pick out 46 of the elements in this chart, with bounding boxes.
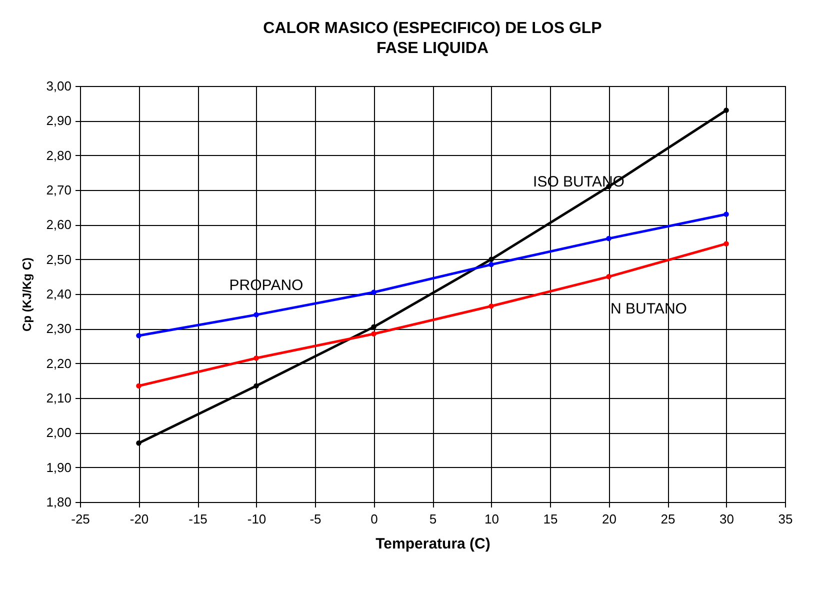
x-tick-label: 20 xyxy=(602,512,616,526)
point xyxy=(488,303,494,309)
x-tick-label: -25 xyxy=(71,512,90,526)
point xyxy=(606,274,612,280)
y-tick-label: 2,90 xyxy=(46,113,72,128)
y-tick-label: 2,20 xyxy=(46,356,72,371)
chart-title: CALOR MASICO (ESPECIFICO) DE LOS GLP xyxy=(263,20,602,37)
point xyxy=(136,332,142,338)
point xyxy=(724,212,729,217)
point xyxy=(606,236,612,242)
y-tick-label: 2,00 xyxy=(46,425,72,440)
y-tick-label: 1,80 xyxy=(46,494,72,510)
y-tick-label: 3,00 xyxy=(46,78,72,94)
y-tick-label: 2,30 xyxy=(46,321,72,336)
chart-subtitle: FASE LIQUIDA xyxy=(376,40,489,57)
point xyxy=(254,355,259,361)
y-tick-label: 2,50 xyxy=(46,252,72,267)
y-tick-label: 2,60 xyxy=(46,217,72,232)
point xyxy=(254,312,259,318)
x-tick-label: 5 xyxy=(429,512,437,526)
x-tick-label: 25 xyxy=(660,512,676,526)
x-axis-title: Temperatura (C) xyxy=(376,536,490,552)
y-tick-label: 2,70 xyxy=(46,182,72,198)
x-tick-label: -15 xyxy=(188,512,208,526)
y-tick-label: 2,10 xyxy=(46,390,72,406)
point xyxy=(254,383,259,389)
y-tick-label: 2,40 xyxy=(46,286,72,302)
x-tick-label: 10 xyxy=(484,512,499,526)
y-tick-label: 2,80 xyxy=(46,148,72,163)
point xyxy=(371,290,376,295)
point xyxy=(136,440,142,446)
point xyxy=(724,241,729,246)
y-axis-title: Cp (KJ/Kg C) xyxy=(20,258,34,332)
point xyxy=(371,331,376,337)
x-tick-label: -5 xyxy=(310,512,322,526)
x-tick-label: 15 xyxy=(543,512,558,526)
point xyxy=(724,108,729,113)
point xyxy=(136,383,142,389)
point xyxy=(488,256,494,262)
x-tick-label: -10 xyxy=(247,512,266,526)
point xyxy=(488,262,494,268)
x-tick-label: 35 xyxy=(778,512,793,526)
y-tick-label: 1,90 xyxy=(46,460,72,475)
x-tick-label: 0 xyxy=(370,512,378,526)
x-tick-label: -20 xyxy=(130,512,149,526)
x-tick-label: 30 xyxy=(720,512,734,526)
